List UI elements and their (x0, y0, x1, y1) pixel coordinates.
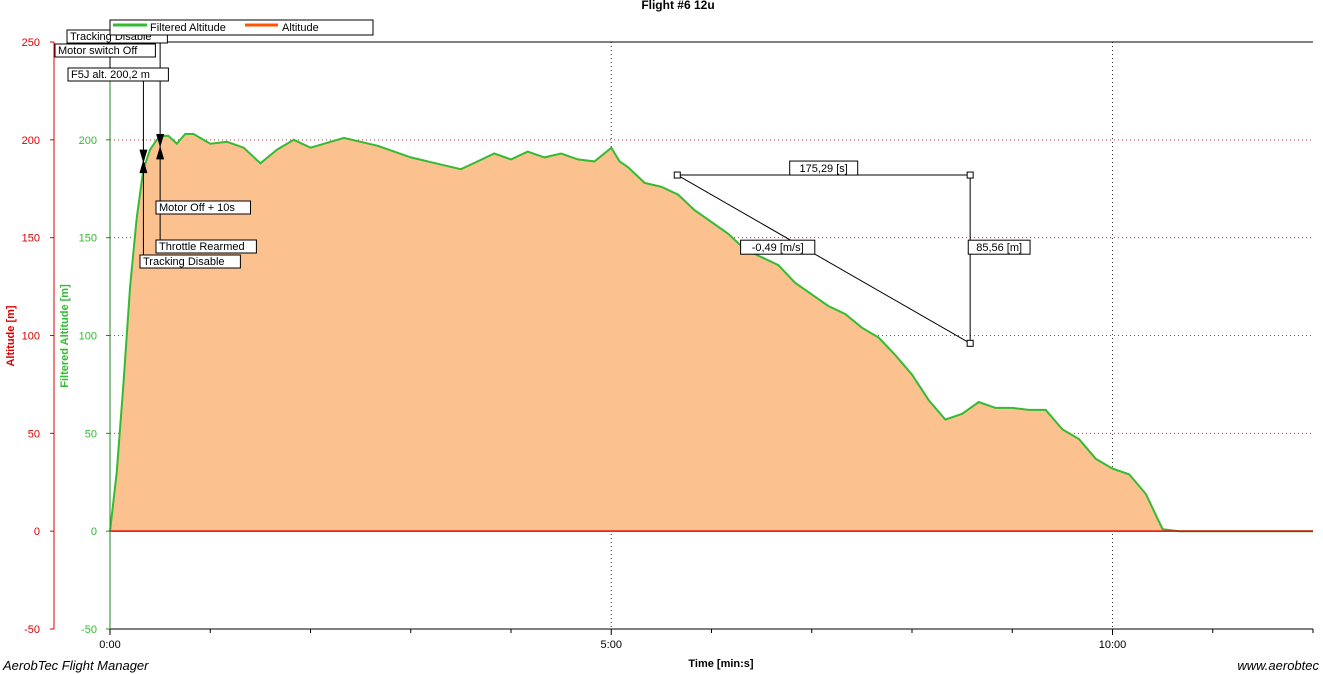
footer-website: www.aerobtec (1237, 658, 1319, 673)
x-tick-label: 5:00 (601, 639, 622, 651)
y-tick-label-left: 250 (22, 37, 40, 49)
measure-handle (966, 171, 974, 179)
y-tick-label-right: 150 (79, 233, 97, 245)
y-tick-label-right: -50 (81, 624, 97, 636)
legend-label-altitude: Altitude (282, 22, 319, 34)
measure-dh-label: 85,56 [m] (976, 242, 1022, 254)
y-tick-label-left: 0 (34, 526, 40, 538)
x-axis-label: Time [min:s] (688, 658, 754, 670)
x-tick-label: 0:00 (99, 639, 120, 651)
y-tick-label-left: 50 (28, 428, 40, 440)
annotation-box (67, 67, 169, 82)
y-tick-label-right: 0 (91, 526, 97, 538)
legend-box (109, 19, 374, 36)
measure-handle (673, 171, 681, 179)
y-tick-label-left: 100 (22, 331, 40, 343)
measure-label-box (740, 239, 816, 255)
marker-arrow-down (139, 149, 148, 164)
measure-label-box (967, 239, 1031, 255)
annotation-label: F5J alt. 200,2 m (71, 69, 150, 81)
annotation-label: Motor Off + 10s (159, 202, 235, 214)
y-tick-label-right: 200 (79, 135, 97, 147)
altitude-area (110, 134, 1313, 532)
annotation-label: Throttle Rearmed (159, 241, 245, 253)
y-tick-label-left: -50 (24, 624, 40, 636)
annotation-box (139, 254, 241, 269)
annotation-label: Motor switch Off (58, 45, 138, 57)
annotations: Tracking Disable Motor switch Off F5J alt.… (54, 29, 257, 269)
x-tick-label: 10:00 (1099, 639, 1127, 651)
measure-dt-label: 175,29 [s] (800, 163, 848, 175)
series-filtered-altitude-line (109, 133, 1313, 533)
marker-arrow-up (139, 159, 148, 174)
annotation-box (54, 43, 156, 58)
marker-arrow-up (156, 145, 165, 160)
measure-handle (966, 339, 974, 347)
measure-diagonal (676, 174, 971, 344)
y-tick-label-right: 100 (79, 331, 97, 343)
annotation-label: Tracking Disable (143, 256, 225, 268)
y-tick-label-left: 200 (22, 135, 40, 147)
legend: Filtered Altitude Altitude (109, 19, 374, 36)
annotation-box (155, 239, 257, 254)
legend-label-filtered: Filtered Altitude (150, 22, 226, 34)
footer-app-name: AerobTec Flight Manager (3, 658, 149, 673)
annotation-box (155, 200, 251, 215)
y-tick-label-left: 150 (22, 233, 40, 245)
measure-label-box (789, 160, 859, 176)
marker-arrow-down (156, 133, 165, 148)
area-layer (109, 133, 1313, 533)
measure-slope-label: -0,49 [m/s] (752, 242, 804, 254)
chart-title: Flight #6 12u (641, 0, 714, 12)
y-axis-label-filtered: Filtered Altitude [m] (59, 284, 71, 388)
y-axis-label-altitude: Altitude [m] (5, 305, 17, 366)
y-tick-label-right: 50 (85, 428, 97, 440)
measurement-tool[interactable]: 175,29 [s] -0,49 [m/s] 85,56 [m] (673, 160, 1031, 347)
